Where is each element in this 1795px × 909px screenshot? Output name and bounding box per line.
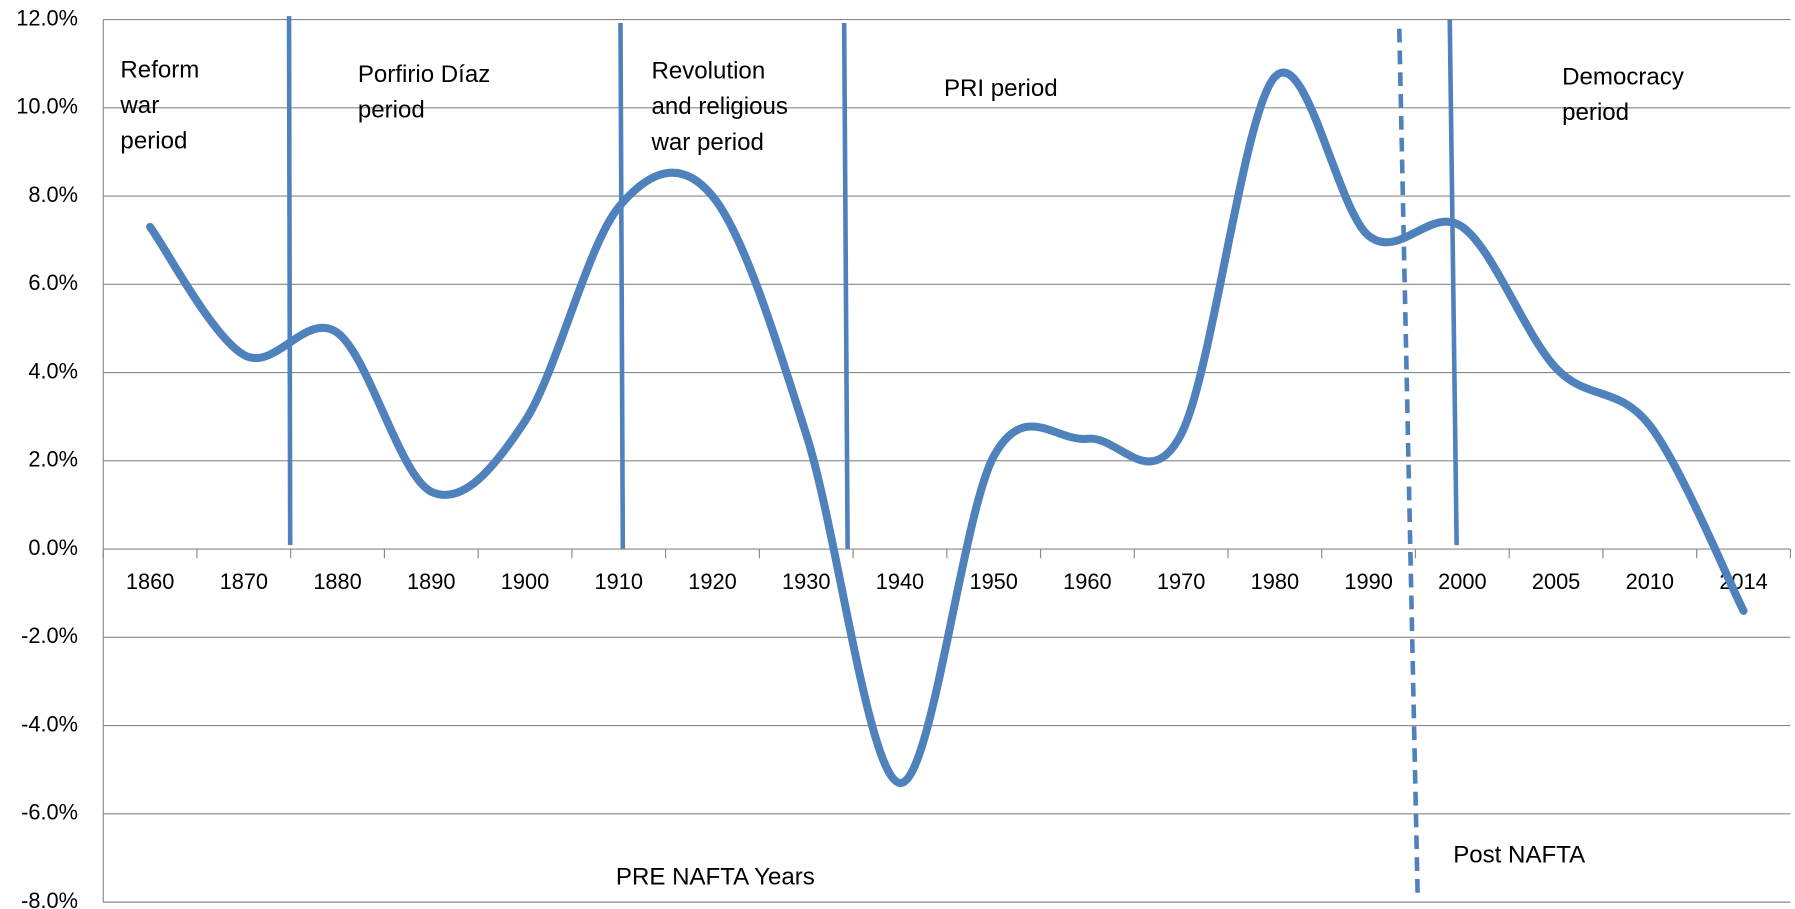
x-tick-label: 1890 — [407, 569, 455, 594]
y-tick-label: 8.0% — [28, 182, 78, 207]
annotation: and religious — [651, 93, 788, 120]
y-tick-label: 4.0% — [28, 358, 78, 383]
annotation: Reform — [120, 57, 199, 84]
series-line — [146, 68, 1748, 787]
x-tick-label: 1870 — [220, 569, 268, 594]
annotation: PRI period — [944, 75, 1058, 102]
x-tick-label: 2000 — [1438, 569, 1486, 594]
y-tick-label: 6.0% — [28, 270, 78, 295]
annotation: war period — [650, 129, 763, 156]
nafta-divider — [1397, 28, 1420, 896]
annotation: period — [358, 97, 425, 124]
x-tick-label: 1880 — [313, 569, 361, 594]
y-tick-label: 2.0% — [28, 447, 78, 472]
divider — [841, 22, 850, 549]
x-tick-label: 1860 — [126, 569, 174, 594]
annotation: Post NAFTA — [1453, 842, 1586, 869]
divider — [1447, 19, 1459, 546]
annotation: Porfirio Díaz — [358, 61, 490, 88]
axes: -8.0% -6.0% -4.0% -2.0% 0.0% 2.0% 4.0% 6.0% 8.0%… — [16, 5, 1791, 909]
y-tick-label: -6.0% — [21, 800, 78, 825]
annotation: period — [120, 128, 187, 155]
x-tick-label: 1910 — [595, 569, 643, 594]
x-tick-label: 1940 — [876, 569, 924, 594]
y-tick-label: 0.0% — [28, 535, 78, 560]
y-tick-label: 12.0% — [16, 5, 78, 30]
annotation: Democracy — [1562, 63, 1684, 90]
x-tick-label: 1900 — [501, 569, 549, 594]
x-tick-label: 1960 — [1063, 569, 1111, 594]
x-tick-label: 1990 — [1344, 569, 1392, 594]
y-tick-label: -4.0% — [21, 711, 78, 736]
x-tick-label: 1920 — [688, 569, 736, 594]
y-tick-label: 10.0% — [16, 94, 78, 119]
x-tick-label: 1980 — [1251, 569, 1299, 594]
annotation: period — [1562, 99, 1629, 126]
annotation: war — [119, 92, 159, 119]
x-tick-label: 2010 — [1626, 569, 1674, 594]
annotation: PRE NAFTA Years — [616, 863, 815, 890]
x-tick-label: 1950 — [969, 569, 1017, 594]
divider — [618, 22, 626, 549]
x-tick-label: 2005 — [1532, 569, 1580, 594]
x-tick-label: 1930 — [782, 569, 830, 594]
divider — [286, 16, 293, 546]
y-tick-label: -8.0% — [21, 888, 78, 909]
annotation: Revolution — [651, 58, 765, 85]
x-tick-label: 1970 — [1157, 569, 1205, 594]
y-tick-label: -2.0% — [21, 623, 78, 648]
period-dividers — [286, 16, 1459, 896]
